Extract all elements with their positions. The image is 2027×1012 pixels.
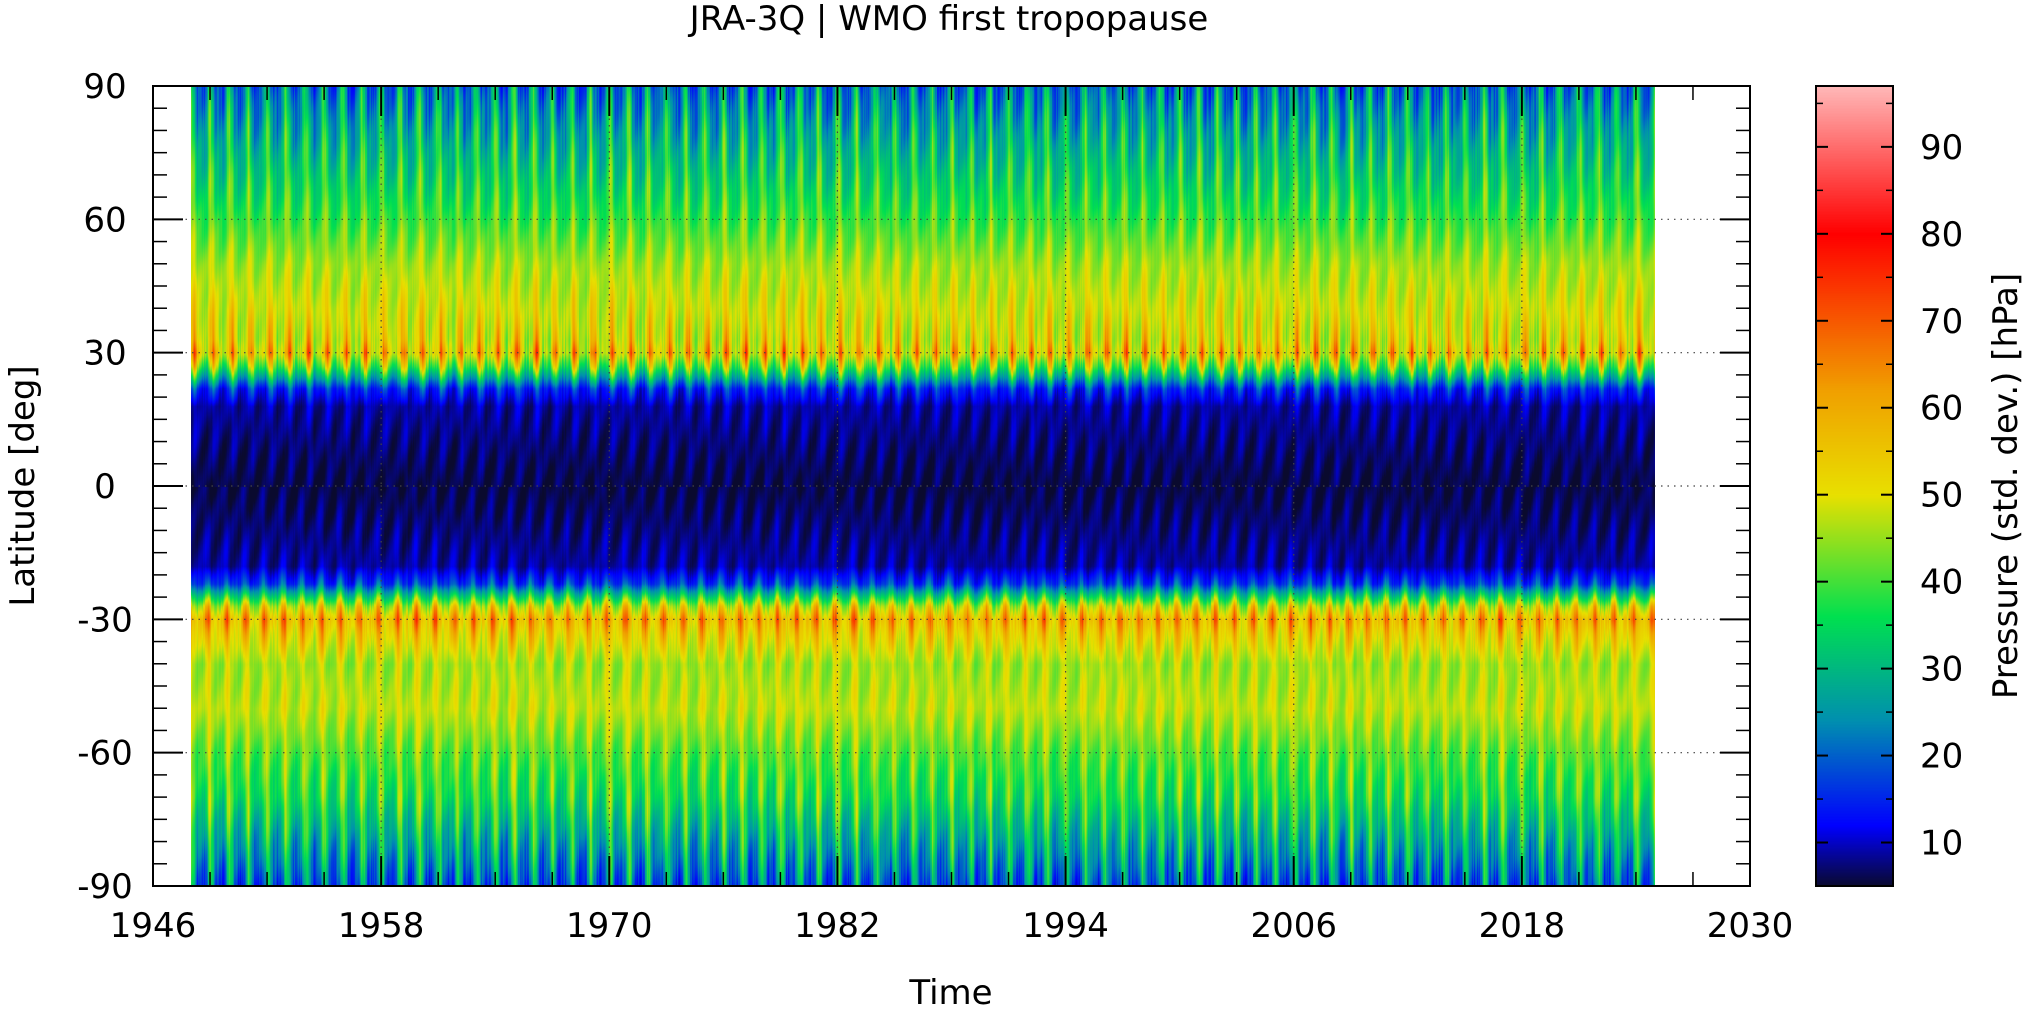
y-tick-label: -30 (77, 600, 133, 640)
colorbar-tick-label: 40 (1920, 563, 1963, 603)
y-tick-label: 30 (83, 334, 126, 374)
colorbar-frame (1815, 85, 1894, 887)
x-tick-label: 1946 (110, 906, 197, 946)
y-tick-label: 0 (94, 467, 116, 507)
x-tick-label: 1994 (1022, 906, 1109, 946)
colorbar-tick-label: 30 (1920, 650, 1963, 690)
heatmap-field (191, 86, 1656, 886)
y-axis-label: Latitude [deg] (3, 365, 43, 606)
y-tick-label: -90 (77, 867, 133, 907)
colorbar-tick-label: 80 (1920, 215, 1963, 255)
colorbar-tick-label: 90 (1920, 128, 1963, 168)
x-axis-label: Time (908, 973, 992, 1012)
x-tick-label: 2030 (1707, 906, 1794, 946)
colorbar-label: Pressure (std. dev.) [hPa] (1986, 273, 2026, 699)
colorbar-tick-label: 50 (1920, 476, 1963, 516)
x-tick-label: 1958 (338, 906, 425, 946)
plot-frame (152, 85, 1751, 887)
colorbar-tick-label: 20 (1920, 737, 1963, 777)
colorbar-tick-label: 60 (1920, 389, 1963, 429)
x-tick-label: 1970 (566, 906, 653, 946)
colorbar-tick-label: 10 (1920, 824, 1963, 864)
x-tick-label: 1982 (794, 906, 881, 946)
x-tick-label: 2006 (1250, 906, 1337, 946)
x-tick-label: 2018 (1479, 906, 1566, 946)
chart-title: JRA-3Q | WMO first tropopause (688, 0, 1209, 39)
colorbar-gradient (1816, 86, 1893, 886)
tick-label-layer: 1946 1958 1970 1982 1994 2006 2018 2030-90-60-3… (77, 67, 1963, 946)
grid-layer (153, 86, 1750, 886)
y-tick-label: -60 (77, 734, 133, 774)
y-tick-label: 60 (83, 200, 126, 240)
y-tick-label: 90 (83, 67, 126, 107)
colorbar-tick-label: 70 (1920, 302, 1963, 342)
